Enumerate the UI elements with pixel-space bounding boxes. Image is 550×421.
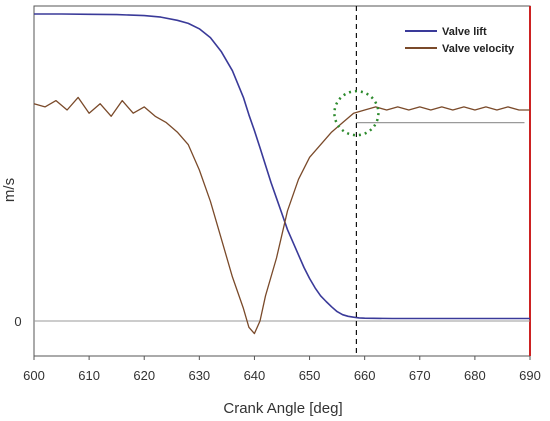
x-tick-label: 640: [244, 368, 266, 383]
legend: Valve lift Valve velocity: [405, 26, 515, 55]
x-tick-label: 680: [464, 368, 486, 383]
plot-area: [33, 5, 531, 357]
series-line-valve-velocity: [33, 96, 530, 335]
legend-label-valve-velocity: Valve velocity: [442, 43, 515, 55]
x-axis-label: Crank Angle [deg]: [223, 400, 342, 417]
series-layer: [33, 13, 530, 335]
x-tick-label: 690: [519, 368, 541, 383]
x-tick-label: 620: [133, 368, 155, 383]
highlight-circle: [333, 89, 380, 137]
x-tick-label: 630: [188, 368, 210, 383]
series-line-valve-lift: [34, 13, 530, 320]
legend-label-valve-lift: Valve lift: [442, 26, 487, 38]
x-tick-label: 600: [23, 368, 45, 383]
x-tick-label: 610: [78, 368, 100, 383]
x-tick-label: 670: [409, 368, 431, 383]
x-tick-label: 660: [354, 368, 376, 383]
y-tick-zero: 0: [14, 314, 21, 329]
y-axis-label: m/s: [1, 178, 18, 202]
x-tick-label: 650: [299, 368, 321, 383]
x-ticks: 600 610 620 630 640 650 660 670 680 690: [23, 356, 541, 383]
